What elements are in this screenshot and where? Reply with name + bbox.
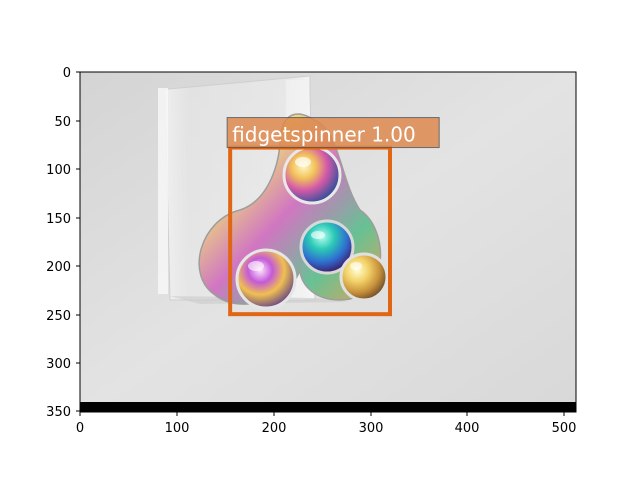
detection-label-background: [226, 117, 440, 149]
x-tick-label: 0: [76, 421, 84, 436]
detection-label: fidgetspinner 1.00: [232, 123, 416, 147]
y-axis: 0 50 100 150 200 250 300 350: [46, 66, 80, 420]
x-axis: 0 100 200 300 400 500: [76, 412, 577, 436]
y-tick-label: 250: [46, 309, 71, 324]
x-tick-label: 300: [359, 421, 384, 436]
y-tick-label: 50: [54, 115, 71, 130]
y-tick-label: 300: [46, 357, 71, 372]
detection-overlay: fidgetspinner 1.00: [226, 117, 440, 317]
x-tick-label: 500: [552, 421, 577, 436]
fidgetspinner: [198, 113, 389, 310]
y-tick-label: 150: [46, 212, 71, 227]
x-tick-label: 200: [262, 421, 287, 436]
y-tick-label: 100: [46, 163, 71, 178]
y-tick-label: 200: [46, 260, 71, 275]
x-tick-label: 100: [165, 421, 190, 436]
y-tick-label: 350: [46, 405, 71, 420]
axes-frame: [79, 71, 577, 413]
padding-band: [80, 402, 576, 412]
y-tick-label: 0: [63, 66, 71, 81]
x-tick-label: 400: [455, 421, 480, 436]
